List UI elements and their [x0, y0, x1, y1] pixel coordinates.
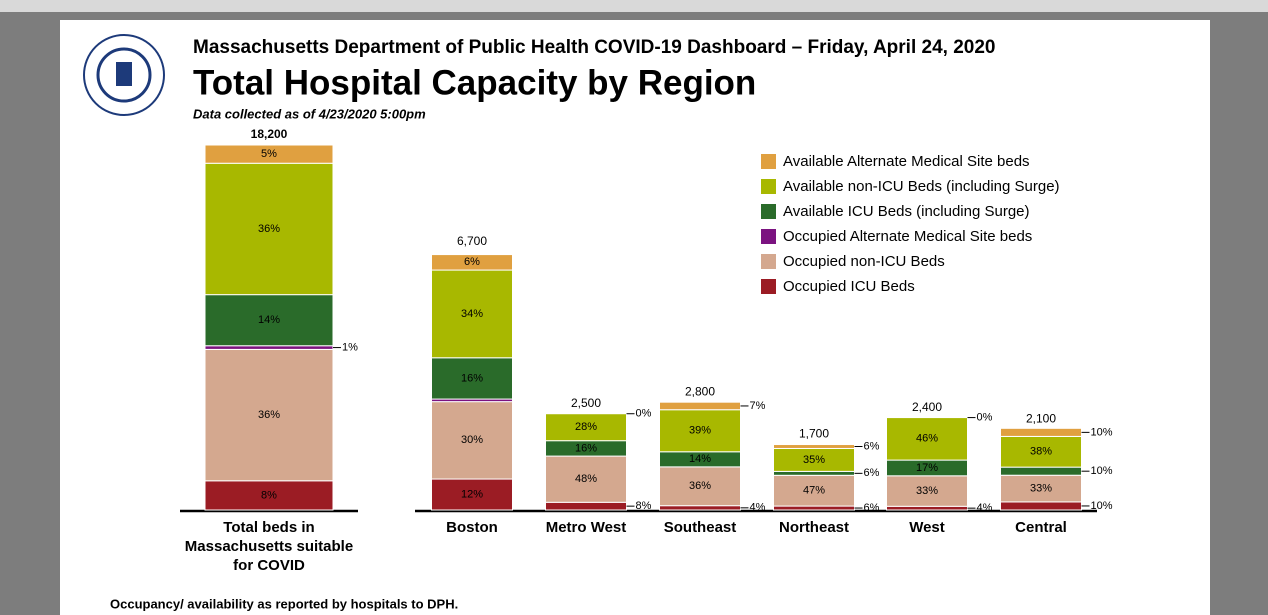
segment-label: 6% — [864, 502, 880, 514]
legend-swatch — [761, 229, 776, 244]
segment-label: 39% — [689, 425, 711, 437]
segment-label: 30% — [461, 434, 483, 446]
segment-label: 14% — [258, 314, 280, 326]
seal — [83, 34, 165, 116]
segment-label: 14% — [689, 453, 711, 465]
total-label: 2,100 — [1026, 411, 1056, 425]
bar-segment — [1000, 435, 1082, 468]
segment-label: 46% — [916, 433, 938, 445]
legend-label: Available Alternate Medical Site beds — [783, 153, 1030, 170]
bar-segment — [1000, 501, 1082, 511]
bar-segment — [886, 475, 968, 507]
bar-segment — [659, 409, 741, 453]
segment-label: 10% — [1091, 500, 1113, 512]
bar-segment — [204, 294, 334, 347]
segment-label: 35% — [803, 454, 825, 466]
legend-swatch — [761, 154, 776, 169]
segment-label: 10% — [1091, 465, 1113, 477]
category-label: Northeast — [778, 519, 849, 536]
bar-segment — [659, 505, 741, 511]
bar-segment — [204, 144, 334, 164]
bar-segment — [545, 455, 627, 503]
segment-label: 12% — [461, 488, 483, 500]
segment-label: 47% — [803, 485, 825, 497]
bar-segment — [431, 254, 513, 271]
segment-label: 33% — [916, 485, 938, 497]
segment-label: 6% — [864, 467, 880, 479]
legend-swatch — [761, 204, 776, 219]
total-label: 2,400 — [912, 400, 942, 414]
bar-segment — [773, 444, 855, 449]
top-bar — [0, 0, 1268, 12]
segment-label: 6% — [464, 256, 480, 268]
bar-segment — [431, 401, 513, 480]
title: Total Hospital Capacity by Region — [193, 63, 756, 102]
legend-label: Occupied ICU Beds — [783, 278, 915, 295]
segment-label: 1% — [342, 341, 358, 353]
legend-label: Available non-ICU Beds (including Surge) — [783, 178, 1060, 195]
segment-label: 8% — [261, 489, 277, 501]
segment-label: 4% — [750, 502, 766, 514]
bar-segment — [1000, 466, 1082, 476]
legend-label: Occupied Alternate Medical Site beds — [783, 228, 1032, 245]
total-label: 18,200 — [251, 127, 288, 141]
department: Massachusetts Department of Public Healt… — [193, 37, 995, 58]
category-label: Total beds in Massachusetts suitable for… — [184, 519, 354, 574]
segment-label: 28% — [575, 421, 597, 433]
segment-label: 34% — [461, 308, 483, 320]
segment-label: 16% — [575, 442, 597, 454]
segment-label: 6% — [864, 440, 880, 452]
bar-segment — [886, 417, 968, 461]
bar-segment — [1000, 427, 1082, 437]
segment-label: 5% — [261, 148, 277, 160]
legend-swatch — [761, 279, 776, 294]
legend-label: Occupied non-ICU Beds — [783, 253, 945, 270]
category-label: Boston — [446, 519, 498, 536]
category-label: Central — [1015, 519, 1067, 536]
subtitle: Data collected as of 4/23/2020 5:00pm — [193, 106, 426, 121]
segment-label: 7% — [750, 400, 766, 412]
category-label: West — [909, 519, 945, 536]
segment-label: 38% — [1030, 446, 1052, 458]
segment-label: 36% — [689, 480, 711, 492]
segment-label: 16% — [461, 372, 483, 384]
footnote: Occupancy/ availability as reported by h… — [110, 596, 458, 611]
bar-segment — [545, 413, 627, 442]
total-label: 6,700 — [457, 234, 487, 248]
segment-label: 4% — [977, 502, 993, 514]
bar-segment — [204, 345, 334, 350]
total-label: 2,500 — [571, 396, 601, 410]
total-label: 2,800 — [685, 384, 715, 398]
bar-segment — [773, 470, 855, 476]
bar-segment — [659, 401, 741, 411]
bar-segment — [773, 505, 855, 511]
legend-label: Available ICU Beds (including Surge) — [783, 203, 1030, 220]
segment-label: 33% — [1030, 482, 1052, 494]
bar-segment — [204, 162, 334, 296]
segment-label: 36% — [258, 223, 280, 235]
bar-segment — [886, 505, 968, 511]
legend-swatch — [761, 254, 776, 269]
segment-label: 17% — [916, 462, 938, 474]
bar-segment — [545, 501, 627, 511]
bar-segment — [431, 269, 513, 359]
total-label: 1,700 — [799, 427, 829, 441]
category-label: Southeast — [663, 519, 737, 536]
segment-label: 0% — [636, 408, 652, 420]
segment-label: 36% — [258, 409, 280, 421]
legend-swatch — [761, 179, 776, 194]
segment-label: 48% — [575, 473, 597, 485]
segment-label: 10% — [1091, 426, 1113, 438]
segment-label: 8% — [636, 500, 652, 512]
category-label: Metro West — [545, 519, 627, 536]
segment-label: 0% — [977, 411, 993, 423]
